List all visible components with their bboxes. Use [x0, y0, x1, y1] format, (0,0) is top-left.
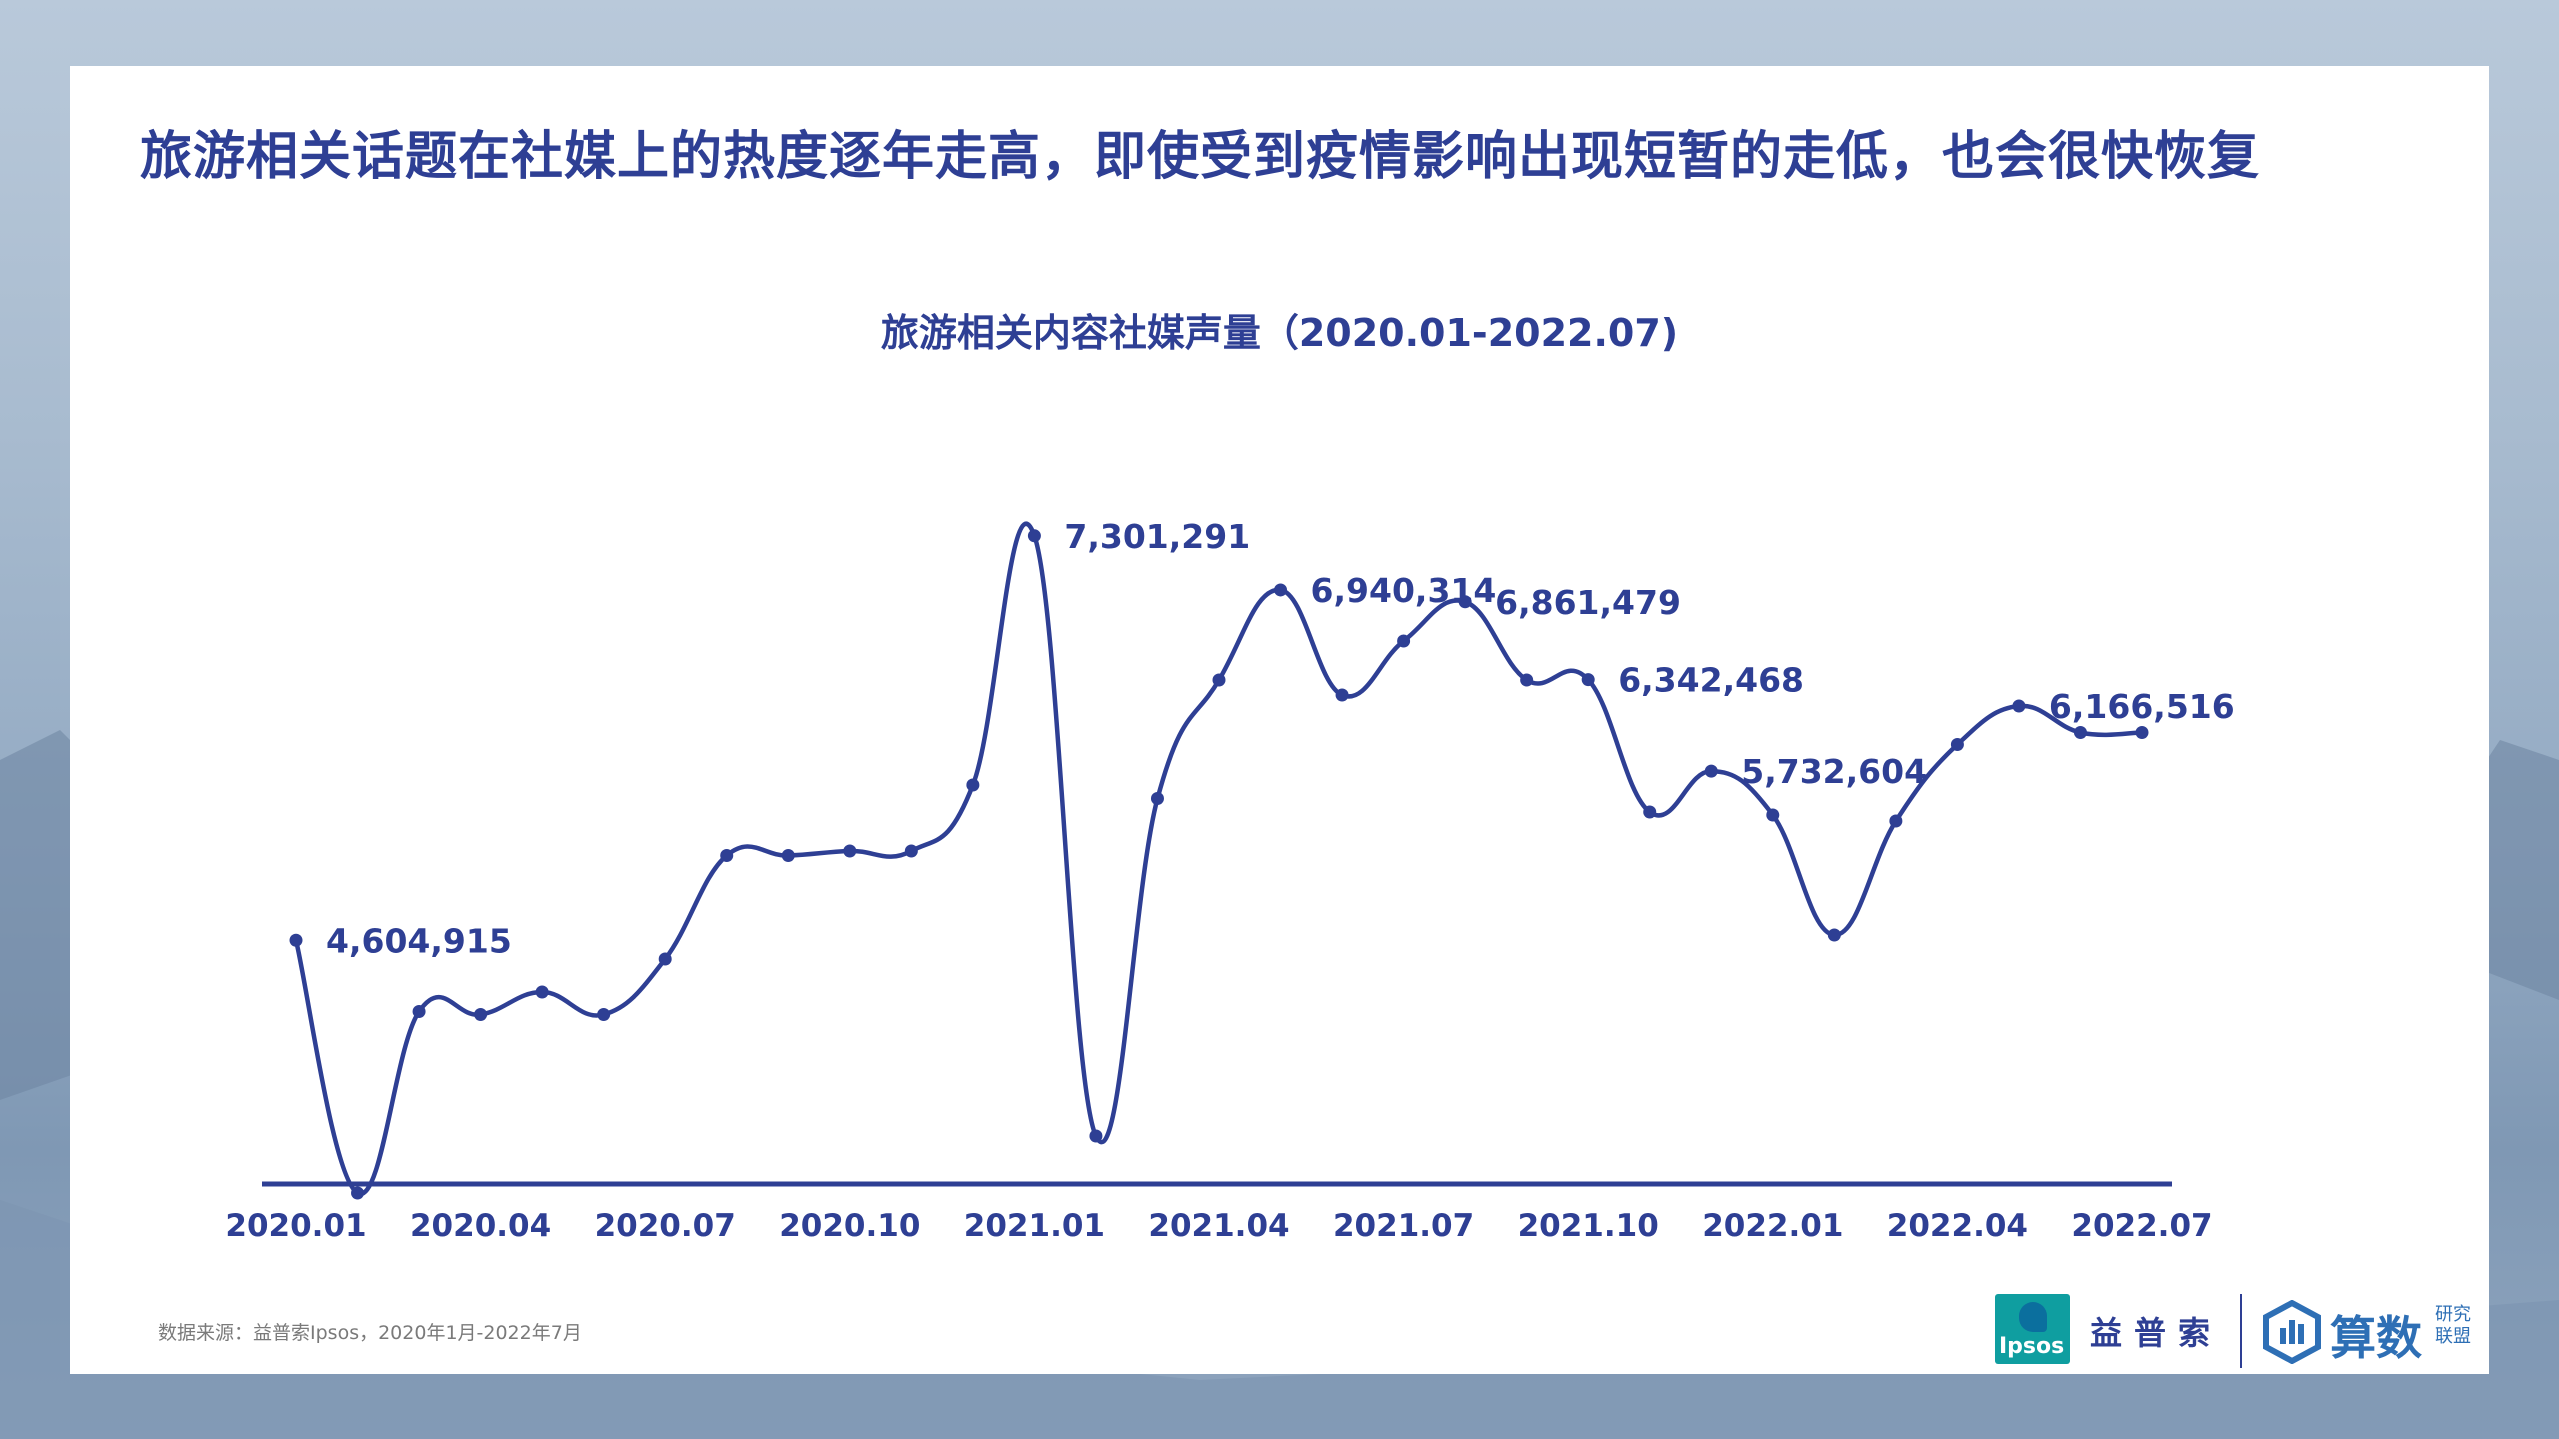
logo-divider — [2240, 1294, 2242, 1368]
data-point-2021.12 — [1704, 764, 1718, 778]
data-point-2020.11 — [904, 844, 918, 858]
data-point-2021.01 — [1027, 529, 1041, 543]
data-label-2021.08: 6,861,479 — [1495, 583, 1681, 622]
x-tick-labels-layer: 2020.01 2020.04 2020.07 2020.10 2021.01 2021.… — [225, 1208, 2212, 1244]
data-point-2021.05 — [1274, 583, 1288, 597]
x-tick-label-2020.10: 2020.10 — [779, 1208, 920, 1244]
series-layer — [293, 521, 2143, 1196]
data-point-2020.08 — [720, 849, 734, 862]
data-point-2021.11 — [1643, 805, 1657, 819]
x-tick-label-2021.01: 2021.01 — [964, 1208, 1105, 1244]
data-label-2020.01: 4,604,915 — [326, 921, 512, 960]
data-label-2021.01: 7,301,291 — [1064, 517, 1250, 556]
partner-subtitle: 研究联盟 — [2435, 1304, 2471, 1347]
data-point-2021.04 — [1212, 673, 1226, 687]
data-point-2021.03 — [1150, 792, 1164, 805]
data-point-2022.07 — [2135, 726, 2149, 739]
x-tick-label-2022.07: 2022.07 — [2071, 1208, 2212, 1244]
series-line — [293, 521, 2143, 1196]
ipsos-head-icon — [2019, 1302, 2047, 1332]
data-point-2020.05 — [535, 985, 549, 999]
data-point-2022.05 — [2012, 699, 2026, 713]
x-tick-label-2020.07: 2020.07 — [595, 1208, 736, 1244]
data-point-2020.03 — [412, 1005, 426, 1018]
data-point-2020.07 — [658, 952, 672, 966]
content-card: 旅游相关话题在社媒上的热度逐年走高，即使受到疫情影响出现短暂的走低，也会很快恢复… — [70, 66, 2489, 1374]
data-point-2021.06 — [1335, 688, 1349, 702]
source-note: 数据来源：益普索Ipsos，2020年1月-2022年7月 — [158, 1322, 582, 1344]
headline: 旅游相关话题在社媒上的热度逐年走高，即使受到疫情影响出现短暂的走低，也会很快恢复 — [140, 127, 2261, 187]
data-point-2020.06 — [597, 1008, 611, 1021]
data-point-2020.01 — [289, 933, 303, 947]
data-point-2020.10 — [843, 844, 857, 858]
x-tick-label-2021.07: 2021.07 — [1333, 1208, 1474, 1244]
data-point-2022.03 — [1889, 814, 1903, 828]
data-label-2021.05: 6,940,314 — [1311, 571, 1497, 610]
data-point-2022.06 — [2073, 726, 2087, 739]
ipsos-logo-text: Ipsos — [1999, 1334, 2065, 1359]
chart-title: 旅游相关内容社媒声量（2020.01-2022.07) — [880, 311, 1679, 355]
data-point-2021.07 — [1397, 634, 1411, 648]
data-point-2021.08 — [1458, 595, 1472, 609]
data-label-2021.12: 5,732,604 — [1741, 752, 1927, 791]
x-tick-label-2020.01: 2020.01 — [225, 1208, 366, 1244]
data-point-2021.10 — [1581, 673, 1595, 687]
x-tick-label-2021.10: 2021.10 — [1518, 1208, 1659, 1244]
data-point-2021.09 — [1520, 673, 1534, 687]
data-point-2022.04 — [1950, 738, 1964, 751]
data-point-2022.01 — [1766, 808, 1780, 822]
data-point-2022.02 — [1827, 928, 1841, 942]
x-tick-label-2021.04: 2021.04 — [1148, 1208, 1289, 1244]
data-label-2022.05: 6,166,516 — [2049, 687, 2235, 726]
x-tick-label-2020.04: 2020.04 — [410, 1208, 551, 1244]
x-tick-label-2022.01: 2022.01 — [1702, 1208, 1843, 1244]
partner-name: 算数 — [2330, 1311, 2422, 1365]
ipsos-logo: Ipsos — [1995, 1294, 2070, 1364]
data-point-2020.12 — [966, 778, 980, 792]
points-layer — [289, 529, 2149, 1200]
data-label-2021.10: 6,342,468 — [1618, 661, 1804, 700]
data-point-2020.09 — [781, 849, 795, 862]
x-tick-label-2022.04: 2022.04 — [1887, 1208, 2028, 1244]
data-point-2020.04 — [474, 1008, 488, 1021]
ipsos-chinese-name: 益普索 — [2090, 1314, 2223, 1352]
hexagon-chart-icon — [2263, 1300, 2321, 1364]
data-point-2020.02 — [351, 1186, 365, 1200]
data-point-2021.02 — [1089, 1129, 1103, 1143]
